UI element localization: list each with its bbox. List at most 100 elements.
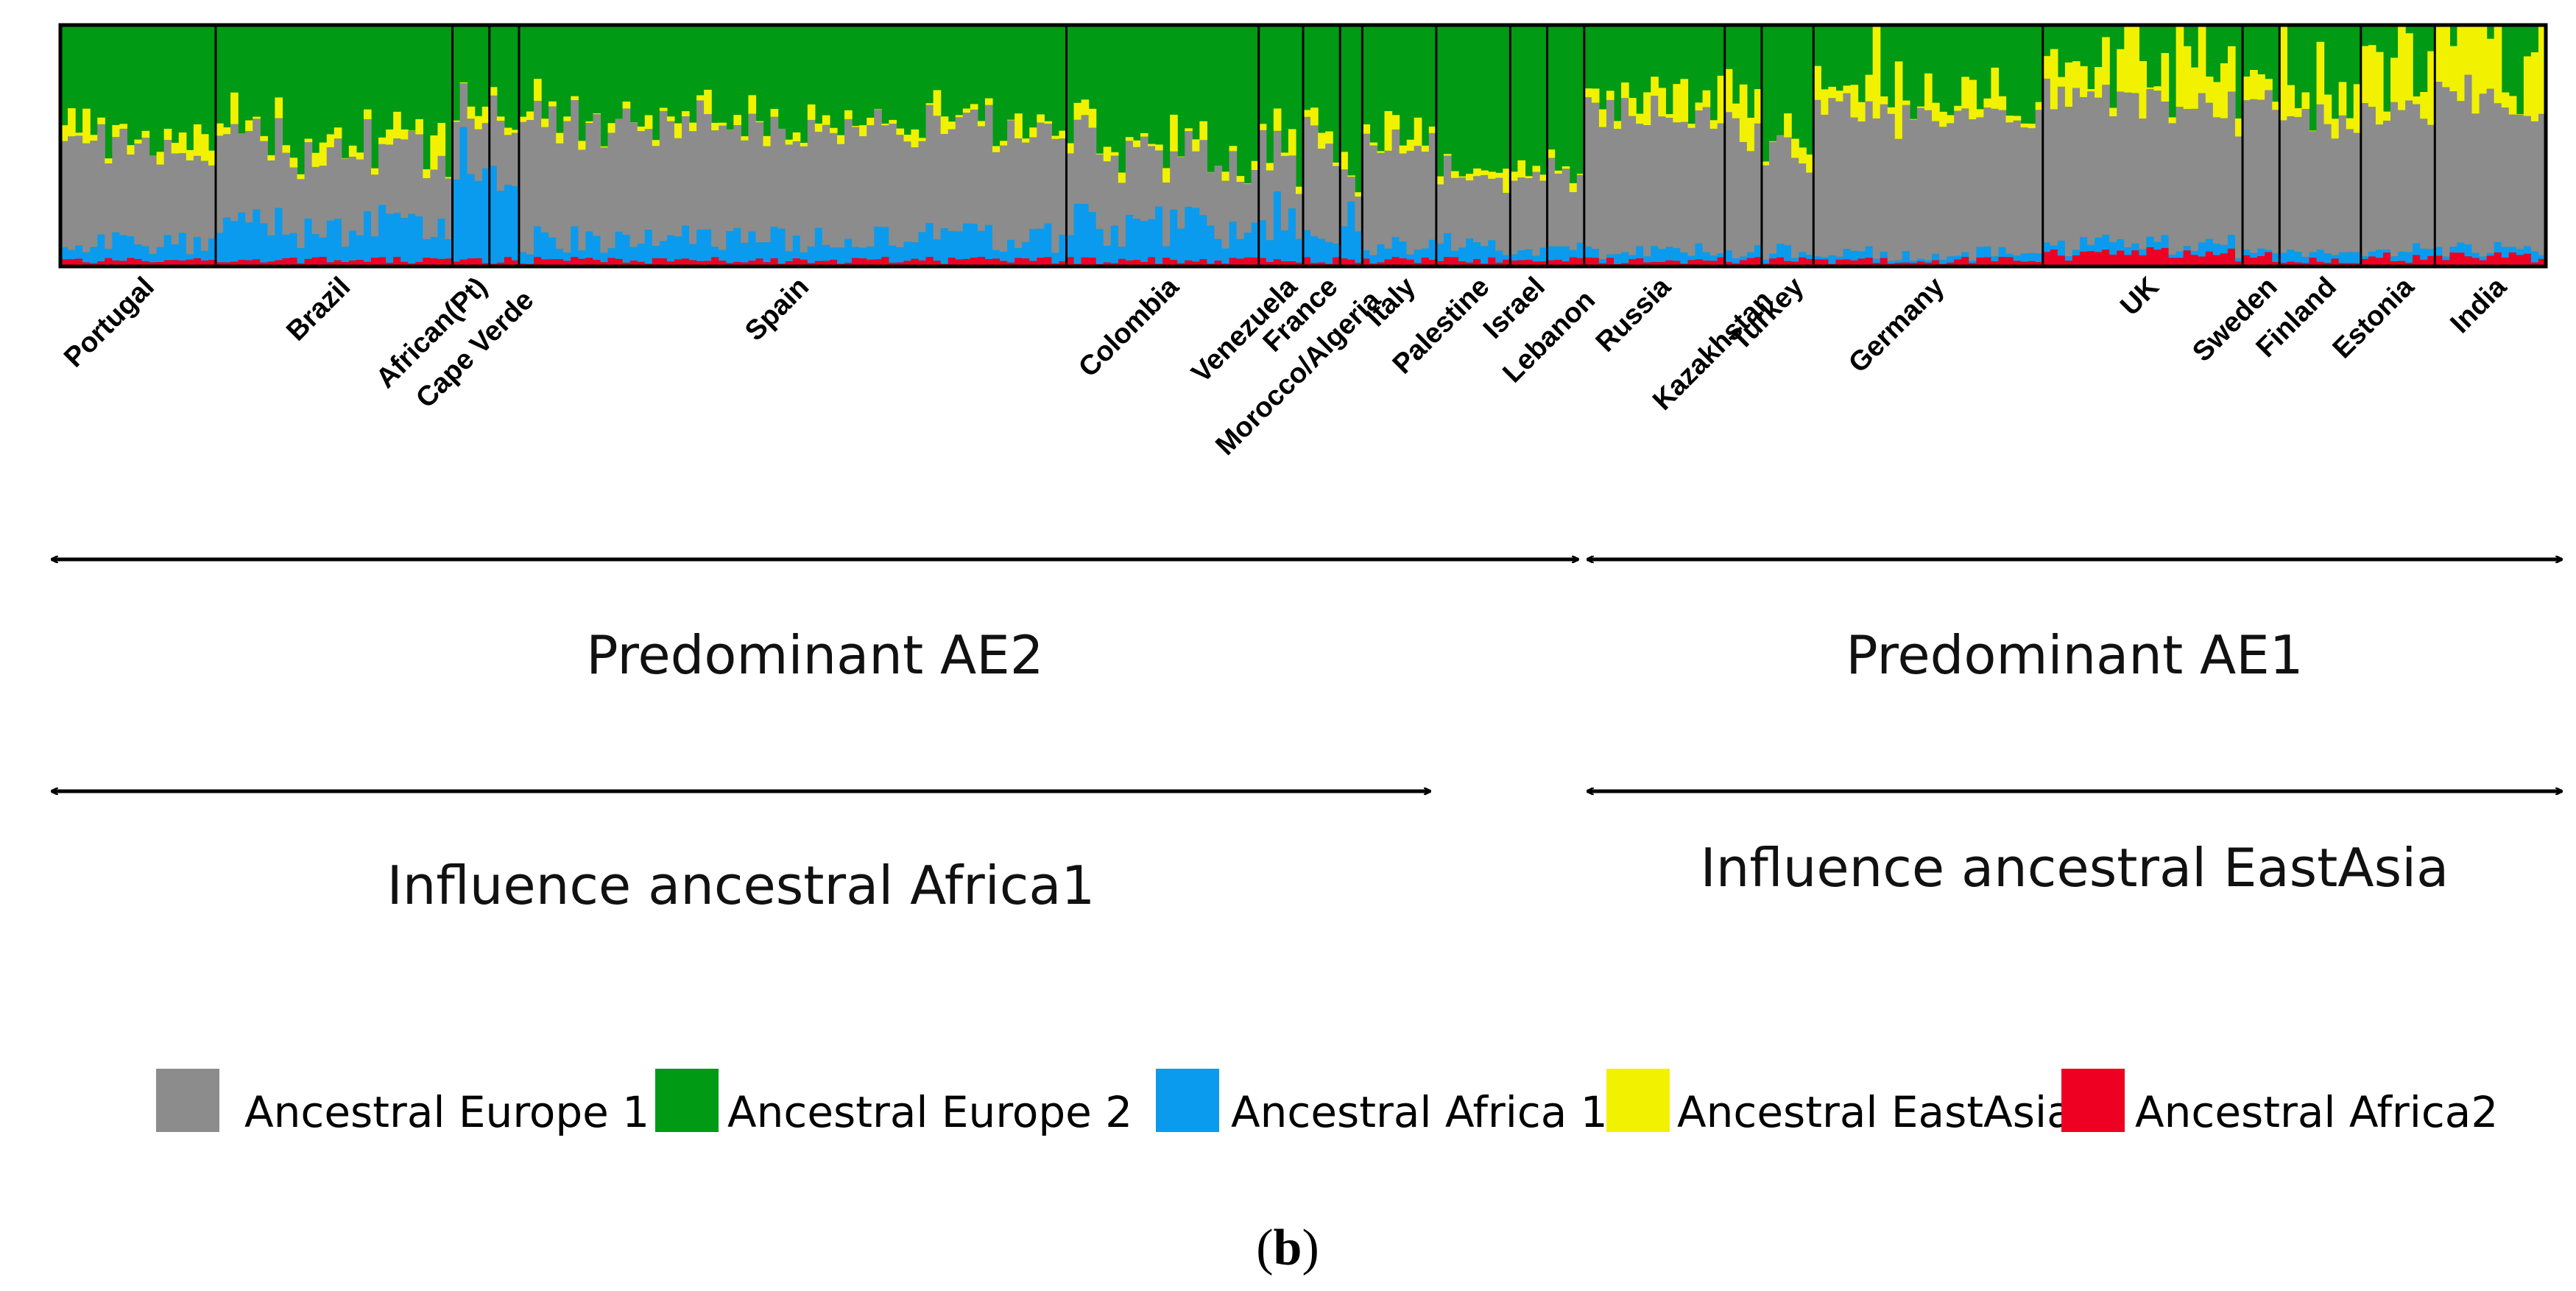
bar-segment-af2 (1421, 257, 1430, 266)
bar-segment-af2 (2368, 256, 2376, 266)
bar-segment-af1 (844, 238, 853, 263)
bar-segment-af1 (977, 230, 986, 258)
bar-segment-ea (1835, 91, 1844, 102)
bar-segment-ea (1658, 88, 1666, 117)
bar-segment-af1 (245, 222, 253, 261)
bar-segment-ea (1155, 144, 1163, 151)
bar-segment-ea (2198, 25, 2206, 93)
bar-segment-ea (770, 108, 779, 117)
bar-segment-ea (1362, 124, 1371, 134)
bar-segment-af1 (1340, 226, 1348, 259)
legend-swatch-europe-1 (156, 1069, 219, 1132)
bar-segment-af1 (534, 226, 542, 258)
bar-segment-ea (571, 96, 579, 101)
bar-segment-af1 (1155, 206, 1163, 264)
bar-segment-ea (474, 116, 483, 130)
bar-segment-af1 (511, 185, 520, 261)
bar-segment-ea (1118, 172, 1126, 183)
bar-segment-ae1 (326, 147, 335, 221)
bar-segment-ea (304, 138, 313, 143)
bar-segment-af2 (585, 258, 594, 266)
bar-segment-ea (1051, 135, 1060, 139)
bar-segment-af2 (1495, 262, 1503, 266)
bar-segment-af1 (2471, 252, 2480, 258)
bar-segment-ae1 (1554, 173, 1563, 247)
bar-segment-af1 (2316, 250, 2325, 262)
bar-segment-ae1 (711, 130, 719, 247)
bar-segment-ae1 (962, 113, 971, 224)
bar-segment-af1 (1643, 256, 1651, 263)
bar-segment-ae1 (267, 160, 275, 236)
bar-segment-ea (2153, 86, 2162, 91)
bar-segment-af2 (2212, 255, 2221, 266)
bar-segment-af2 (600, 262, 609, 266)
bar-segment-ea (2028, 124, 2036, 129)
bar-segment-ea (1709, 120, 1718, 129)
bar-segment-af2 (1746, 258, 1755, 266)
bar-segment-ae1 (1258, 130, 1267, 221)
bar-segment-ea (1481, 170, 1489, 175)
bar-segment-ea (593, 113, 601, 115)
bar-segment-af1 (571, 226, 579, 258)
bar-segment-af2 (1014, 258, 1023, 266)
bar-segment-ea (763, 135, 772, 146)
bar-segment-af2 (962, 258, 971, 266)
bar-segment-ae1 (1806, 172, 1814, 255)
bar-segment-ea (741, 136, 749, 141)
bar-segment-ea (1000, 141, 1008, 146)
bar-segment-ae1 (903, 141, 912, 242)
bar-segment-ae1 (1939, 127, 1947, 261)
bar-segment-ea (2398, 25, 2406, 110)
bar-segment-af1 (2161, 235, 2170, 248)
bar-segment-af1 (1207, 225, 1215, 264)
bar-segment-ea (1894, 61, 1903, 139)
bar-segment-ae1 (400, 139, 409, 219)
bar-segment-af1 (867, 246, 875, 260)
bar-segment-ae1 (1902, 105, 1910, 252)
bar-segment-af1 (1369, 255, 1378, 263)
bar-segment-af2 (97, 261, 105, 266)
bar-segment-af1 (1221, 248, 1230, 264)
bar-segment-af1 (282, 234, 291, 258)
bar-segment-ae1 (1525, 178, 1534, 250)
bar-segment-ae1 (637, 131, 646, 244)
bar-segment-ea (578, 141, 586, 150)
bar-segment-ea (2331, 119, 2340, 139)
bar-segment-ae1 (1162, 182, 1171, 247)
bar-segment-af1 (1739, 256, 1748, 261)
bar-segment-af2 (1702, 260, 1711, 266)
bar-segment-af2 (216, 262, 224, 266)
bar-segment-ea (1680, 79, 1689, 122)
bar-segment-ae1 (75, 135, 83, 246)
caption-close-paren: ) (1302, 1220, 1319, 1276)
bar-segment-af2 (1251, 257, 1260, 266)
bar-segment-ae1 (1857, 121, 1866, 252)
bar-segment-af1 (2257, 248, 2265, 256)
bar-segment-af1 (1998, 247, 2007, 258)
bar-segment-af1 (186, 254, 194, 260)
range-annotations: Predominant AE2 Predominant AE1 Influence … (52, 559, 2562, 916)
bar-segment-af2 (2294, 262, 2303, 266)
bar-segment-ea (2205, 77, 2214, 103)
bar-segment-ea (637, 126, 646, 132)
bar-segment-ae1 (955, 117, 964, 232)
bar-segment-ae1 (1776, 135, 1785, 244)
bar-segment-af1 (1554, 246, 1563, 260)
bar-segment-ae1 (467, 119, 476, 174)
bar-segment-ea (859, 125, 867, 137)
bar-segment-ae1 (1288, 155, 1296, 209)
bar-segment-ae1 (719, 125, 727, 250)
bar-segment-af2 (1088, 257, 1097, 266)
bar-segment-ea (652, 140, 660, 146)
bar-segment-af2 (1125, 260, 1134, 266)
population-bars-kazakhstan (1724, 68, 1762, 266)
bar-segment-ea (1954, 105, 1962, 111)
bar-segment-af1 (578, 250, 586, 259)
bar-segment-ea (2442, 25, 2450, 88)
bar-segment-ae1 (2161, 102, 2170, 236)
bar-segment-af2 (593, 259, 601, 266)
bar-segment-af2 (563, 261, 571, 266)
bar-segment-ea (171, 143, 180, 154)
bar-segment-ae1 (1547, 158, 1556, 247)
bar-segment-af2 (289, 257, 298, 266)
